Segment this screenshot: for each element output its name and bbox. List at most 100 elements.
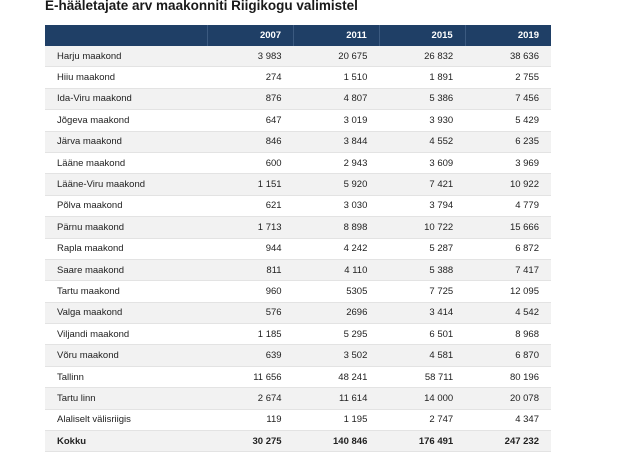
cell-2011: 1 195	[293, 409, 380, 432]
cell-2007: 576	[207, 302, 294, 325]
cell-2019: 15 666	[465, 216, 551, 239]
cell-2019: 6 870	[465, 344, 551, 367]
table-row: Viljandi maakond 1 185 5 295 6 501 8 968	[45, 323, 551, 346]
cell-2007: 621	[207, 195, 294, 218]
cell-2011: 3 019	[293, 109, 380, 132]
cell-2011: 8 898	[293, 216, 380, 239]
row-label: Tallinn	[45, 366, 208, 389]
table-row: Järva maakond 846 3 844 4 552 6 235	[45, 131, 551, 153]
table-row: Harju maakond 3 983 20 675 26 832 38 636	[45, 46, 551, 68]
table-row: Saare maakond 811 4 110 5 388 7 417	[45, 259, 551, 282]
cell-2019: 4 542	[465, 302, 551, 325]
cell-2011: 5305	[293, 280, 380, 303]
row-label: Jõgeva maakond	[45, 109, 208, 132]
cell-2011: 11 614	[293, 387, 380, 410]
cell-2007: 647	[207, 109, 294, 132]
total-row: Kokku 30 275 140 846 176 491 247 232	[45, 430, 551, 453]
cell-2019: 247 232	[465, 430, 551, 453]
cell-2011: 140 846	[293, 430, 380, 453]
cell-2011: 3 502	[293, 344, 380, 367]
cell-2015: 26 832	[379, 46, 466, 68]
cell-2015: 2 747	[379, 409, 466, 432]
row-label: Alaliselt välisriigis	[45, 409, 208, 432]
row-label: Hiiu maakond	[45, 66, 208, 89]
table-row: Pärnu maakond 1 713 8 898 10 722 15 666	[45, 216, 551, 239]
cell-2007: 944	[207, 238, 294, 260]
column-header-2019: 2019	[465, 25, 551, 46]
voters-table: 2007 2011 2015 2019 Harju maakond 3 983 20…	[45, 25, 551, 453]
cell-2019: 4 779	[465, 195, 551, 218]
table-body: Harju maakond 3 983 20 675 26 832 38 636 Hiiu…	[45, 46, 551, 453]
column-header-2015: 2015	[379, 25, 466, 46]
cell-2007: 1 713	[207, 216, 294, 239]
table-row: Lääne maakond 600 2 943 3 609 3 969	[45, 152, 551, 175]
cell-2007: 11 656	[207, 366, 294, 389]
row-label: Viljandi maakond	[45, 323, 208, 346]
column-header-name	[45, 25, 209, 46]
table-row: Tartu linn 2 674 11 614 14 000 20 078	[45, 387, 551, 410]
cell-2015: 5 388	[379, 259, 466, 282]
cell-2019: 8 968	[465, 323, 551, 346]
cell-2019: 38 636	[465, 46, 551, 68]
page-title: E-hääletajate arv maakonniti Riigikogu v…	[45, 0, 358, 13]
cell-2011: 4 242	[293, 238, 380, 260]
cell-2015: 1 891	[379, 66, 466, 89]
row-label: Lääne-Viru maakond	[45, 173, 208, 196]
cell-2011: 5 920	[293, 173, 380, 196]
cell-2007: 600	[207, 152, 294, 175]
row-label: Saare maakond	[45, 259, 208, 282]
table-row: Ida-Viru maakond 876 4 807 5 386 7 456	[45, 88, 551, 111]
row-label: Tartu linn	[45, 387, 208, 410]
table-row: Rapla maakond 944 4 242 5 287 6 872	[45, 238, 551, 260]
cell-2007: 2 674	[207, 387, 294, 410]
cell-2011: 48 241	[293, 366, 380, 389]
row-label: Ida-Viru maakond	[45, 88, 208, 111]
cell-2019: 7 456	[465, 88, 551, 111]
cell-2019: 5 429	[465, 109, 551, 132]
cell-2019: 6 235	[465, 131, 551, 153]
cell-2015: 58 711	[379, 366, 466, 389]
cell-2015: 176 491	[379, 430, 466, 453]
cell-2015: 3 609	[379, 152, 466, 175]
cell-2011: 3 030	[293, 195, 380, 218]
table-header-row: 2007 2011 2015 2019	[45, 25, 551, 46]
cell-2019: 4 347	[465, 409, 551, 432]
cell-2015: 14 000	[379, 387, 466, 410]
table-row: Valga maakond 576 2696 3 414 4 542	[45, 302, 551, 325]
cell-2015: 5 287	[379, 238, 466, 260]
table-row: Alaliselt välisriigis 119 1 195 2 747 4 347	[45, 409, 551, 432]
cell-2019: 12 095	[465, 280, 551, 303]
cell-2007: 811	[207, 259, 294, 282]
cell-2011: 2 943	[293, 152, 380, 175]
cell-2007: 876	[207, 88, 294, 111]
cell-2019: 10 922	[465, 173, 551, 196]
row-label: Võru maakond	[45, 344, 208, 367]
cell-2019: 80 196	[465, 366, 551, 389]
table-row: Hiiu maakond 274 1 510 1 891 2 755	[45, 66, 551, 89]
row-label: Harju maakond	[45, 46, 208, 68]
row-label: Järva maakond	[45, 131, 208, 153]
cell-2007: 846	[207, 131, 294, 153]
column-header-2011: 2011	[293, 25, 380, 46]
cell-2015: 7 725	[379, 280, 466, 303]
cell-2015: 4 581	[379, 344, 466, 367]
row-label: Tartu maakond	[45, 280, 208, 303]
cell-2007: 639	[207, 344, 294, 367]
cell-2015: 3 414	[379, 302, 466, 325]
cell-2019: 3 969	[465, 152, 551, 175]
cell-2015: 7 421	[379, 173, 466, 196]
cell-2011: 1 510	[293, 66, 380, 89]
cell-2007: 30 275	[207, 430, 294, 453]
cell-2015: 4 552	[379, 131, 466, 153]
cell-2007: 274	[207, 66, 294, 89]
cell-2019: 2 755	[465, 66, 551, 89]
cell-2007: 3 983	[207, 46, 294, 68]
table-row: Võru maakond 639 3 502 4 581 6 870	[45, 344, 551, 367]
cell-2019: 20 078	[465, 387, 551, 410]
table-row: Tartu maakond 960 5305 7 725 12 095	[45, 280, 551, 303]
row-label: Pärnu maakond	[45, 216, 208, 239]
cell-2011: 5 295	[293, 323, 380, 346]
cell-2015: 5 386	[379, 88, 466, 111]
cell-2011: 2696	[293, 302, 380, 325]
row-label: Kokku	[45, 430, 208, 453]
